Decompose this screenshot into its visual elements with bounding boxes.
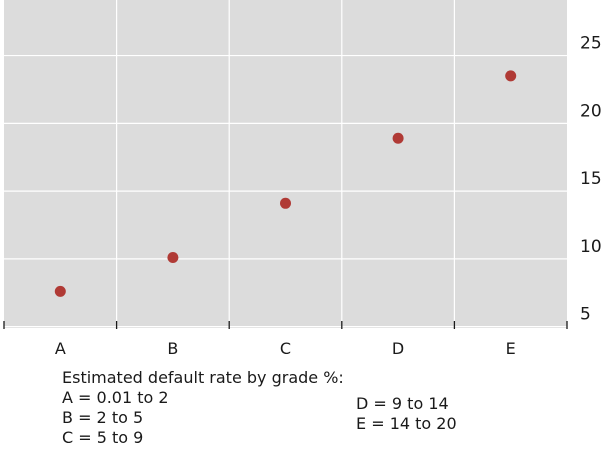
x-tick-label: D bbox=[392, 339, 404, 358]
y-tick-label: 20 bbox=[580, 101, 602, 121]
legend-right-column: D = 9 to 14 E = 14 to 20 bbox=[356, 394, 457, 434]
legend-item-c: C = 5 to 9 bbox=[62, 428, 144, 447]
data-points bbox=[54, 70, 517, 297]
y-tick-label: 25 bbox=[580, 34, 602, 54]
y-tick-label: 10 bbox=[580, 237, 602, 257]
data-point bbox=[280, 197, 291, 209]
x-axis bbox=[3, 321, 568, 329]
plot-background bbox=[4, 0, 567, 328]
data-point bbox=[392, 132, 404, 144]
x-tick-label: C bbox=[280, 339, 291, 358]
legend-item-a: A = 0.01 to 2 bbox=[62, 388, 169, 407]
legend-item-e: E = 14 to 20 bbox=[356, 414, 457, 433]
x-tick-label: A bbox=[55, 339, 66, 358]
data-point bbox=[505, 70, 517, 82]
x-tick-labels: A B C D E bbox=[55, 339, 516, 358]
y-tick-label: 5 bbox=[580, 305, 591, 325]
data-point bbox=[54, 285, 66, 297]
legend-item-d: D = 9 to 14 bbox=[356, 394, 449, 413]
y-tick-label: 15 bbox=[580, 169, 602, 189]
scatter-chart: 5 10 15 20 25 A B C D E bbox=[3, 0, 602, 358]
y-axis: 5 10 15 20 25 bbox=[580, 34, 602, 325]
gridlines bbox=[4, 0, 567, 328]
data-point bbox=[167, 252, 179, 264]
legend-left-column: A = 0.01 to 2 B = 2 to 5 C = 5 to 9 bbox=[62, 388, 169, 448]
x-tick-label: B bbox=[167, 339, 178, 358]
legend-item-b: B = 2 to 5 bbox=[62, 408, 144, 427]
x-tick-label: E bbox=[506, 339, 516, 358]
legend-title: Estimated default rate by grade %: bbox=[62, 368, 344, 387]
